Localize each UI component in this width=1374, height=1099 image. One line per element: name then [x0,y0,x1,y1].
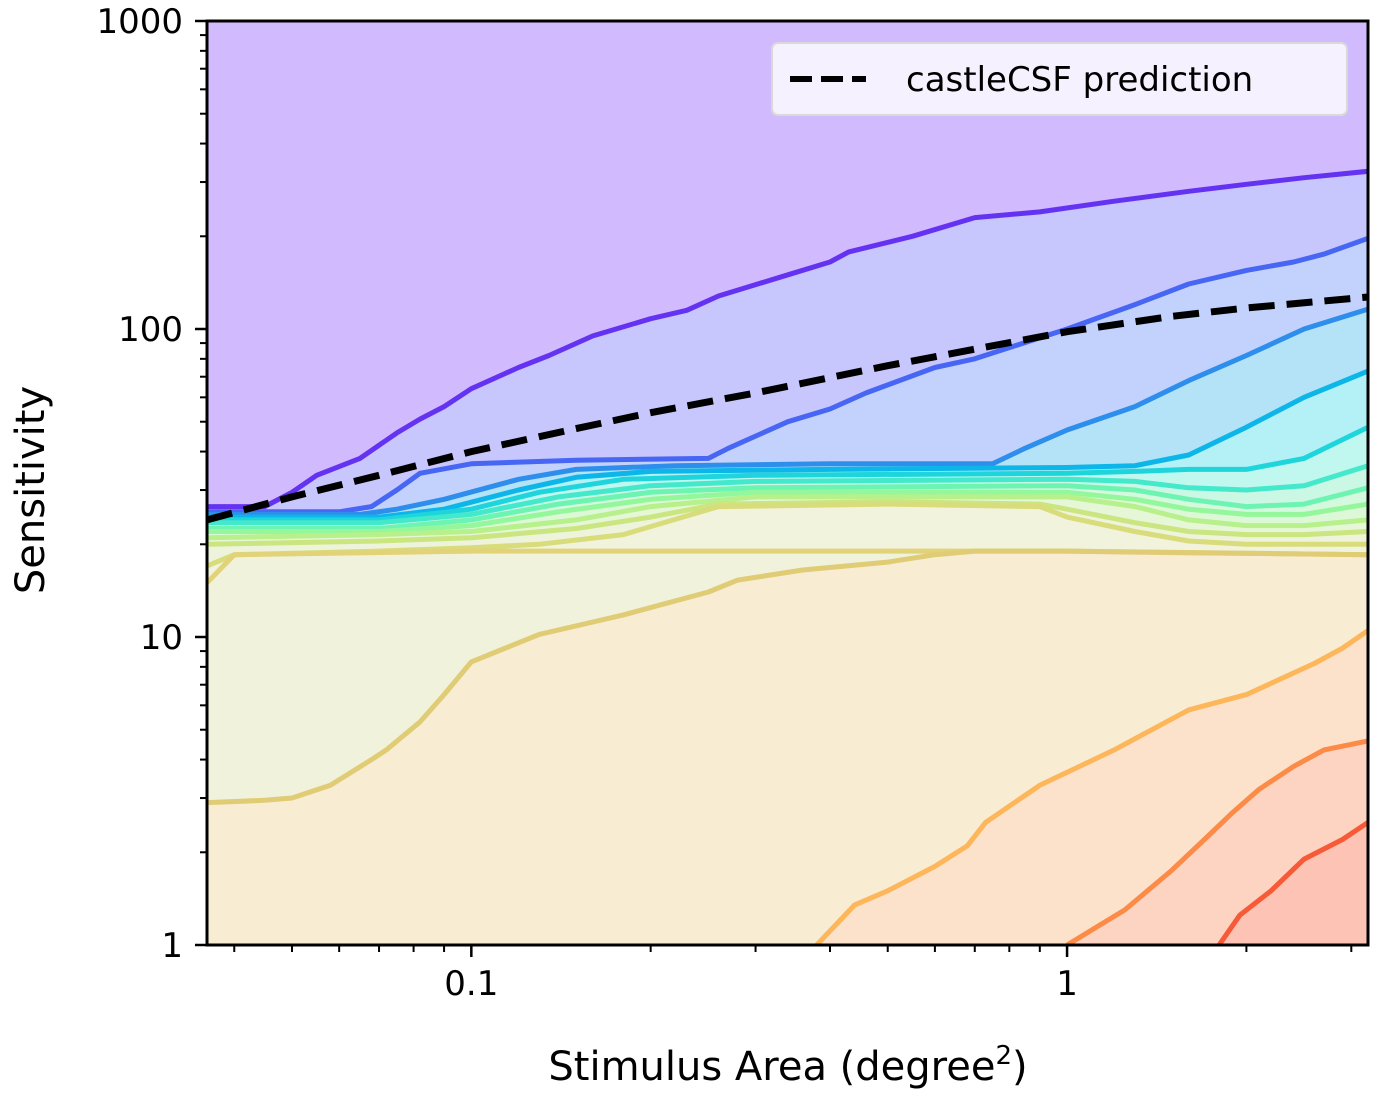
contour-line-14 [814,628,1368,945]
contour-lines [207,168,1368,945]
y-tick-label-1: 1 [161,926,183,966]
x-tick-label-1: 0.1 [444,964,498,1004]
legend: castleCSF prediction [771,42,1348,116]
prediction-series [207,293,1368,524]
contour-fills [207,171,1368,945]
contour-line-4 [207,368,1368,520]
x-axis-title-superscript: 2 [995,1041,1012,1071]
contour-band-16 [1219,822,1368,945]
contour-line-5 [207,424,1368,523]
contour-line-3 [207,306,1368,517]
legend-box [771,42,1348,116]
contour-line-16 [1217,820,1368,945]
y-tick-label-3: 100 [118,310,183,350]
x-axis-title: Stimulus Area (degree2) [548,1041,1027,1090]
series-line-castlecsf-prediction [207,293,1368,524]
x-axis-title-main: Stimulus Area (degree [548,1044,995,1090]
y-tick-label-4: 1000 [96,2,183,42]
legend-label: castleCSF prediction [906,60,1253,100]
y-axis-title: Sensitivity [8,386,54,594]
x-tick-label-2: 1 [1056,964,1078,1004]
plot-frame [205,19,1370,947]
contour-line-2 [207,235,1368,515]
contour-line-7 [207,483,1368,531]
contour-line-13 [207,548,1368,806]
contour-line-9 [207,494,1368,541]
contour-line-15 [1065,738,1368,945]
y-tick-label-2: 10 [140,618,183,658]
contour-line-8 [207,489,1368,534]
x-axis-title-suffix: ) [1012,1044,1028,1090]
contour-line-6 [207,463,1368,526]
contour-line-1 [207,168,1368,510]
axis-ticks: 0.1 1 1 10 100 1000 [96,2,1353,1004]
